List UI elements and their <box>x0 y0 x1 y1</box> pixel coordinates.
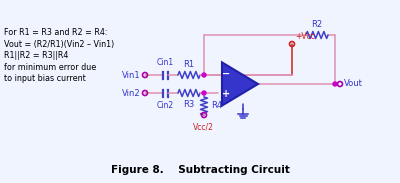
Circle shape <box>202 91 206 95</box>
Text: R4: R4 <box>211 102 222 111</box>
Circle shape <box>333 82 337 86</box>
Text: Vout = (R2/R1)(Vin2 – Vin1): Vout = (R2/R1)(Vin2 – Vin1) <box>4 40 114 48</box>
Text: Vin2: Vin2 <box>122 89 141 98</box>
Text: +: + <box>222 89 230 99</box>
Text: R1: R1 <box>184 60 194 69</box>
Text: R3: R3 <box>183 100 195 109</box>
Text: Cin1: Cin1 <box>156 58 174 67</box>
Text: Vout: Vout <box>344 79 363 89</box>
Polygon shape <box>222 62 258 106</box>
Text: Vcc/2: Vcc/2 <box>192 123 214 132</box>
Text: −: − <box>222 69 230 79</box>
Text: +Vcc: +Vcc <box>295 32 315 41</box>
Text: Cin2: Cin2 <box>156 101 174 110</box>
Text: Figure 8.    Subtracting Circuit: Figure 8. Subtracting Circuit <box>110 165 290 175</box>
Text: R1||R2 = R3||R4: R1||R2 = R3||R4 <box>4 51 68 60</box>
Text: R2: R2 <box>312 20 322 29</box>
Text: For R1 = R3 and R2 = R4:: For R1 = R3 and R2 = R4: <box>4 28 108 37</box>
Text: for minimum error due: for minimum error due <box>4 63 96 72</box>
Circle shape <box>202 73 206 77</box>
Text: Vin1: Vin1 <box>122 70 141 79</box>
Text: to input bias current: to input bias current <box>4 74 86 83</box>
